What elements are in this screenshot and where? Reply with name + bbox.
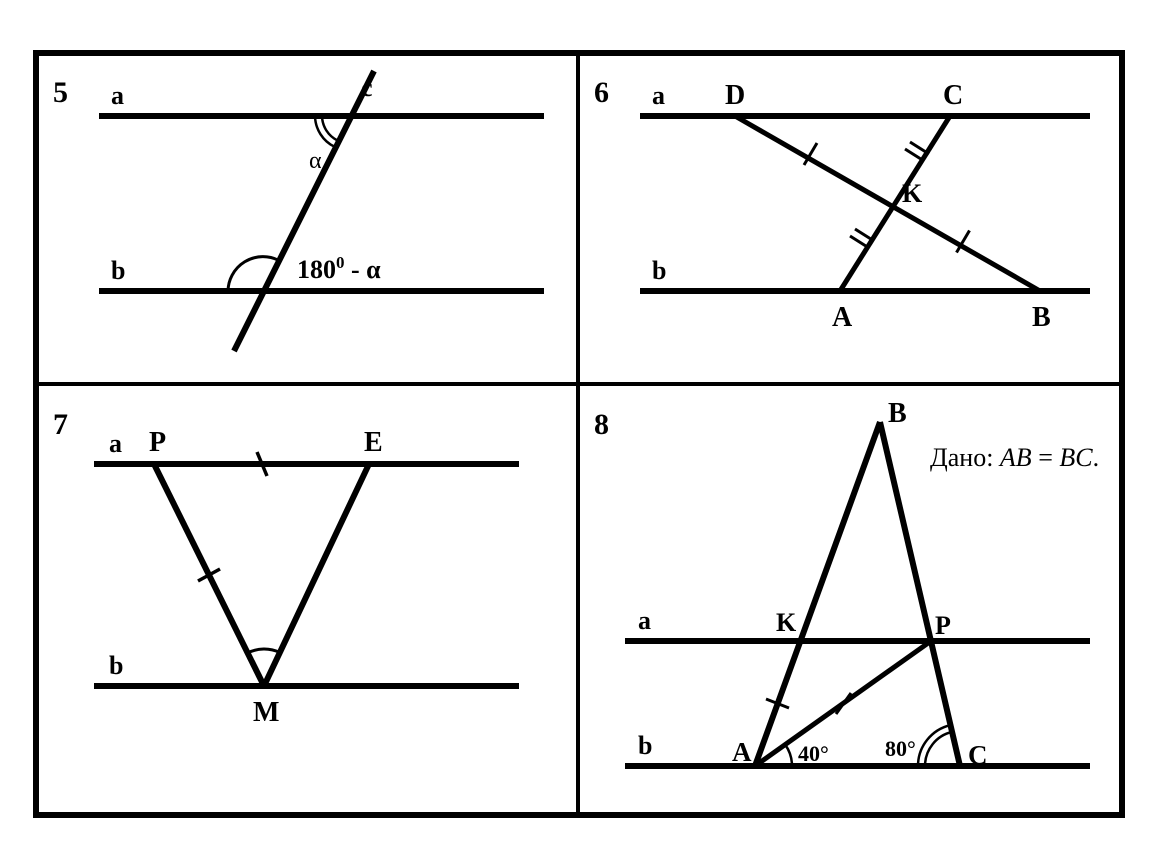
tick-AP <box>836 693 851 714</box>
label-P: P <box>935 611 951 640</box>
label-D: D <box>725 80 745 111</box>
segment-DB <box>735 116 1040 291</box>
segment-AB <box>755 422 880 766</box>
arc-M <box>248 649 280 653</box>
label-b: b <box>652 256 666 285</box>
page: 5 a b c α 1800 - α 6 <box>0 0 1150 864</box>
cell-7: 7 a b P E M <box>37 384 578 814</box>
problem-number: 5 <box>53 76 68 110</box>
label-A: A <box>832 302 853 333</box>
arc-alpha-1 <box>322 116 338 141</box>
problem-grid: 5 a b c α 1800 - α 6 <box>33 50 1125 818</box>
problem-number: 7 <box>53 408 68 442</box>
problem-number: 8 <box>594 408 609 442</box>
label-a: a <box>638 606 651 635</box>
label-b: b <box>111 256 125 285</box>
arc-alpha-2 <box>315 116 335 147</box>
label-B: B <box>1032 302 1051 333</box>
cell-5: 5 a b c α 1800 - α <box>37 54 578 384</box>
label-a: a <box>109 429 122 458</box>
label-K: K <box>776 608 797 637</box>
segment-EM <box>264 464 369 686</box>
label-180-alpha: 1800 - α <box>297 253 381 284</box>
label-alpha: α <box>309 148 322 174</box>
label-B: B <box>888 398 907 429</box>
diagram-5: a b c α 1800 - α <box>39 56 580 386</box>
segment-CB <box>880 422 960 766</box>
label-b: b <box>109 651 123 680</box>
segment-CA <box>840 116 950 291</box>
label-a: a <box>652 81 665 110</box>
diagram-7: a b P E M <box>39 386 580 816</box>
label-80: 80° <box>885 736 916 761</box>
label-M: M <box>253 697 279 728</box>
label-P: P <box>149 427 166 458</box>
problem-number: 6 <box>594 76 609 110</box>
arc-40 <box>785 745 792 766</box>
label-c: c <box>361 73 373 102</box>
label-b: b <box>638 731 652 760</box>
label-A: A <box>732 737 752 767</box>
diagram-6: a b D C A B K <box>580 56 1123 386</box>
arc-80-2 <box>918 725 951 766</box>
label-C: C <box>968 740 988 770</box>
diagram-8: a b A C B K P 40° 80° Дано: AB = BC. <box>580 386 1123 816</box>
given-text: Дано: AB = BC. <box>930 443 1099 472</box>
label-a: a <box>111 81 124 110</box>
label-40: 40° <box>798 741 829 766</box>
cell-8: 8 a b A C B <box>578 384 1121 814</box>
label-K: K <box>902 179 923 208</box>
cell-6: 6 a b D C <box>578 54 1121 384</box>
label-E: E <box>364 427 383 458</box>
label-C: C <box>943 80 963 111</box>
